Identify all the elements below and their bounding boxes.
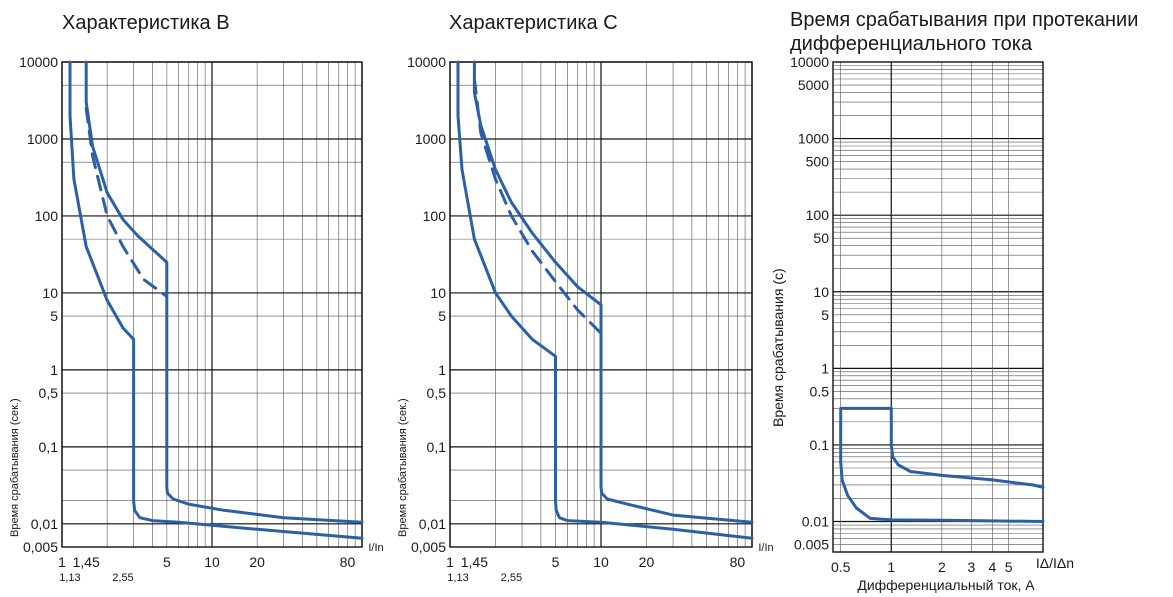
chart-d-x-tick: 0.5	[831, 559, 851, 575]
chart-b-x-tick: 1	[58, 554, 66, 570]
chart-d-x-label: Дифференциальный ток, А	[857, 577, 1035, 593]
chart-c-x-tick-lower: 2,55	[501, 572, 522, 584]
chart-b-y-tick: 1	[50, 362, 58, 378]
chart-b-y-tick: 0,1	[39, 439, 59, 455]
chart-b-x-tick: 1,45	[73, 554, 100, 570]
chart-c-series-3	[472, 77, 603, 335]
chart-b-x-tick: 5	[163, 554, 171, 570]
chart-c-series-2	[472, 60, 754, 524]
chart-c-y-tick: 10000	[407, 54, 446, 70]
chart-d-y-tick: 500	[806, 154, 830, 170]
chart-c-plot	[449, 60, 754, 548]
chart-d-y-tick: 0.005	[794, 537, 829, 553]
chart-c-frame	[449, 61, 753, 548]
chart-c-y-tick: 1000	[415, 131, 446, 147]
chart-d-x-tick: 2	[938, 559, 946, 575]
chart-d-series-2	[839, 460, 1045, 523]
chart-d-x-tick: 3	[968, 559, 976, 575]
chart-d-y-tick: 5	[821, 307, 829, 323]
chart-c-y-tick: 100	[423, 208, 447, 224]
chart-d-y-tick: 0.01	[802, 514, 829, 530]
chart-d-frame	[832, 61, 1044, 553]
chart-b-frame	[61, 61, 363, 548]
chart-c-y-tick: 10	[430, 285, 446, 301]
chart-b-series-1	[68, 60, 364, 540]
chart-d-y-tick: 10	[813, 284, 829, 300]
chart-b-series-2	[84, 60, 364, 524]
chart-c-y-tick: 0,01	[419, 516, 446, 532]
chart-d-y-tick: 100	[806, 207, 830, 223]
chart-b-x-tick: 80	[340, 554, 356, 570]
chart-b-x-tick-lower: 2,55	[112, 572, 133, 584]
chart-d-y-tick: 10000	[790, 54, 829, 70]
chart-b-series-3	[84, 106, 169, 298]
chart-b-x-label: I/In	[368, 542, 383, 554]
chart-b-y-tick: 1000	[27, 131, 58, 147]
chart-b-x-tick-lower: 1,13	[59, 572, 80, 584]
chart-b-x-tick: 20	[249, 554, 265, 570]
chart-c-y-tick: 0,5	[427, 385, 447, 401]
chart-c-title: Характеристика C	[449, 12, 618, 34]
chart-c-x-tick: 1,45	[461, 554, 488, 570]
chart-c-x-tick: 1	[446, 554, 454, 570]
chart-b-y-tick: 0,005	[23, 539, 58, 555]
chart-d-plot	[832, 61, 1045, 553]
chart-c-y-tick: 1	[438, 362, 446, 378]
chart-b-y-label: Время срабатывания (сек.)	[9, 398, 21, 537]
chart-c-x-tick: 80	[730, 554, 746, 570]
chart-c-x-tick-lower: 1,13	[447, 572, 468, 584]
chart-d-y-tick: 1	[821, 360, 829, 376]
chart-b-y-tick: 10000	[19, 54, 58, 70]
chart-d-x-tick: 5	[1005, 559, 1013, 575]
chart-c-y-tick: 0,005	[411, 539, 446, 555]
chart-c-x-label: I/In	[758, 542, 773, 554]
chart-c-y-tick: 5	[438, 308, 446, 324]
chart-c-x-tick: 10	[593, 554, 609, 570]
chart-d-y-tick: 5000	[798, 77, 829, 93]
chart-c-y-tick: 0,1	[427, 439, 447, 455]
chart-b-title: Характеристика B	[62, 12, 230, 34]
chart-d-y-tick: 0.5	[810, 383, 830, 399]
chart-c-series-1	[456, 60, 754, 540]
chart-b-y-tick: 0,01	[31, 516, 58, 532]
chart-d-y-tick: 1000	[798, 131, 829, 147]
chart-d-x-tick: 1	[887, 559, 895, 575]
chart-d-y-tick: 50	[813, 230, 829, 246]
chart-b-y-tick: 0,5	[39, 385, 59, 401]
chart-b-y-tick: 5	[50, 308, 58, 324]
chart-c-x-tick: 20	[639, 554, 655, 570]
chart-d-x-unit-label: IΔ/IΔn	[1036, 555, 1074, 571]
chart-d-y-label: Время срабатывания (с)	[770, 268, 786, 427]
chart-b-y-tick: 100	[35, 208, 59, 224]
chart-b-y-tick: 10	[42, 285, 58, 301]
chart-b-x-tick: 10	[204, 554, 220, 570]
chart-d-title: Время срабатывания при протекании диффер…	[790, 9, 1139, 55]
chart-c-y-label: Время срабатывания (сек.)	[397, 398, 409, 537]
chart-b-plot	[61, 60, 364, 548]
chart-d-series-1	[839, 406, 1045, 489]
chart-c-x-tick: 5	[552, 554, 560, 570]
chart-d-y-tick: 0.1	[810, 437, 830, 453]
chart-d-x-tick: 4	[989, 559, 997, 575]
